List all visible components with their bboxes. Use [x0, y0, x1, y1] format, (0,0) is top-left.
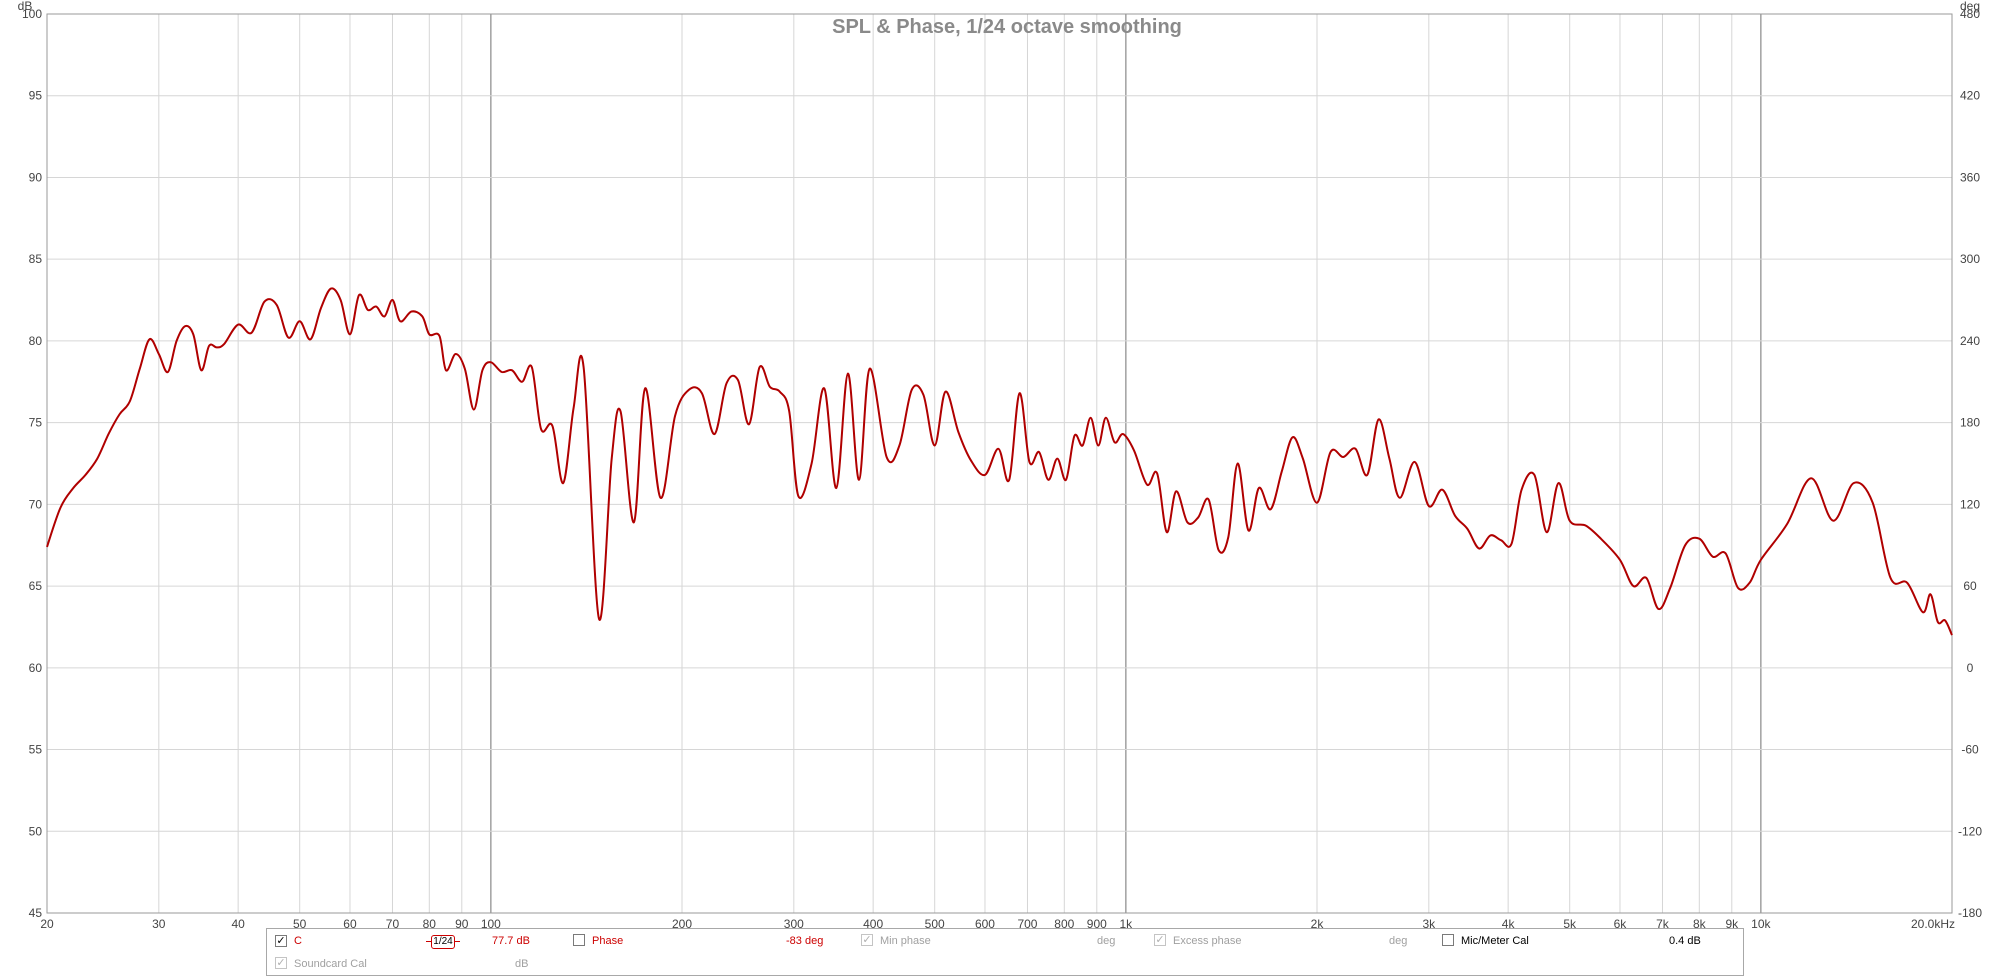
y2-tick-label: 0 [1967, 661, 1974, 675]
y2-axis-labels: -180 -120 -60 0 60 120 180 240 300 360 420 480 [1958, 7, 1982, 920]
x-tick-label: 600 [975, 917, 995, 928]
y2-tick-label: 360 [1960, 170, 1980, 184]
legend-panel: ✓ C 1/24 77.7 dB Phase -83 deg ✓ Min pha… [266, 928, 1744, 976]
mic-cal-value: 0.4 dB [1669, 935, 1701, 947]
x-tick-label: 300 [784, 917, 804, 928]
spl-phase-chart: 20 30 40 50 60 70 80 90 100 200 300 400 500 600 700 800… [18, 0, 1983, 928]
mic-cal-checkbox[interactable] [1442, 934, 1454, 946]
y-tick-label: 95 [29, 89, 43, 103]
x-axis-labels: 20 30 40 50 60 70 80 90 100 200 300 400 500 600 700 800… [40, 917, 1955, 928]
smoothing-line-right [455, 941, 460, 942]
x-tick-label: 2k [1311, 917, 1325, 928]
y2-tick-label: 120 [1960, 497, 1980, 511]
mic-cal-label: Mic/Meter Cal [1461, 935, 1529, 947]
soundcard-cal-unit: dB [515, 958, 529, 970]
x-tick-label: 200 [672, 917, 692, 928]
x-tick-label: 500 [925, 917, 945, 928]
x-tick-label: 7k [1656, 917, 1670, 928]
x-tick-label: 9k [1725, 917, 1739, 928]
chart-title: SPL & Phase, 1/24 octave smoothing [832, 16, 1182, 38]
plot-frame [46, 13, 1953, 914]
x-tick-label: 40 [231, 917, 245, 928]
soundcard-cal-checkbox[interactable]: ✓ [275, 957, 287, 969]
x-tick-label: 800 [1054, 917, 1074, 928]
phase-value: -83 deg [786, 935, 824, 947]
y-tick-label: 100 [22, 7, 42, 21]
y2-axis-unit: deg [1960, 0, 1980, 13]
y2-tick-label: -180 [1958, 906, 1982, 920]
y2-tick-label: 300 [1960, 252, 1980, 266]
excess-phase-label: Excess phase [1173, 935, 1242, 947]
y-tick-label: 65 [29, 579, 43, 593]
x-tick-label: 90 [455, 917, 469, 928]
y-tick-label: 55 [29, 743, 43, 757]
x-tick-label: 60 [343, 917, 357, 928]
min-phase-checkbox[interactable]: ✓ [861, 934, 873, 946]
excess-phase-unit: deg [1389, 935, 1408, 947]
y2-tick-label: 420 [1960, 89, 1980, 103]
y2-tick-label: 240 [1960, 334, 1980, 348]
smoothing-selector[interactable]: 1/24 [431, 935, 455, 949]
x-tick-label: 700 [1017, 917, 1037, 928]
x-tick-label: 20.0kHz [1911, 917, 1955, 928]
phase-checkbox[interactable] [573, 934, 585, 946]
grid [46, 13, 1953, 914]
y2-tick-label: 480 [1960, 7, 1980, 21]
y2-tick-label: 60 [1963, 579, 1977, 593]
x-tick-label: 400 [863, 917, 883, 928]
y-tick-label: 75 [29, 416, 43, 430]
y-tick-label: 70 [29, 497, 43, 511]
x-tick-label: 20 [40, 917, 54, 928]
min-phase-label: Min phase [880, 935, 931, 947]
y-tick-label: 45 [29, 906, 43, 920]
y2-tick-label: 180 [1960, 416, 1980, 430]
x-tick-label: 70 [386, 917, 400, 928]
x-tick-label: 1k [1120, 917, 1134, 928]
x-tick-label: 4k [1502, 917, 1516, 928]
x-tick-label: 900 [1087, 917, 1107, 928]
x-tick-label: 5k [1563, 917, 1577, 928]
y-tick-label: 80 [29, 334, 43, 348]
spl-value: 77.7 dB [492, 935, 530, 947]
smoothing-line-left [426, 941, 431, 942]
y-axis-labels: 45 50 55 60 65 70 75 80 85 90 95 100 [22, 7, 42, 920]
y-tick-label: 90 [29, 170, 43, 184]
x-tick-label: 50 [293, 917, 307, 928]
x-tick-label: 8k [1693, 917, 1707, 928]
trace-c-checkbox[interactable]: ✓ [275, 935, 287, 947]
y2-tick-label: -60 [1961, 743, 1979, 757]
y-axis-unit: dB [18, 0, 33, 13]
x-tick-label: 100 [481, 917, 501, 928]
x-tick-label: 6k [1614, 917, 1628, 928]
y2-tick-label: -120 [1958, 824, 1982, 838]
x-tick-label: 3k [1422, 917, 1436, 928]
y-tick-label: 50 [29, 824, 43, 838]
soundcard-cal-label: Soundcard Cal [294, 958, 367, 970]
excess-phase-checkbox[interactable]: ✓ [1154, 934, 1166, 946]
min-phase-unit: deg [1097, 935, 1116, 947]
trace-c-label: C [294, 935, 302, 947]
phase-label: Phase [592, 935, 624, 947]
y-tick-label: 85 [29, 252, 43, 266]
spl-trace-c [46, 287, 1953, 636]
x-tick-label: 80 [423, 917, 437, 928]
x-tick-label: 10k [1751, 917, 1771, 928]
x-tick-label: 30 [152, 917, 166, 928]
y-tick-label: 60 [29, 661, 43, 675]
